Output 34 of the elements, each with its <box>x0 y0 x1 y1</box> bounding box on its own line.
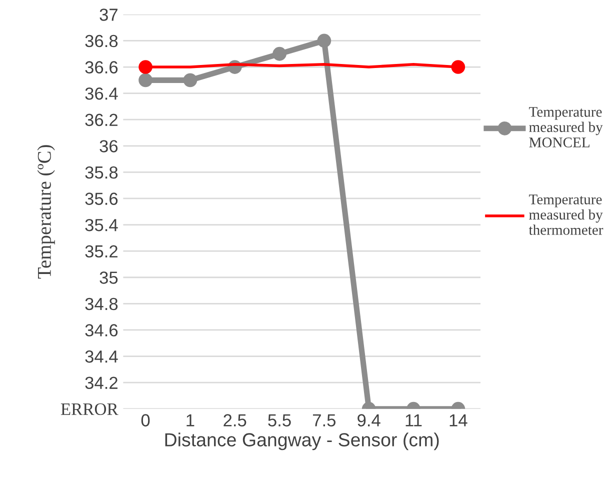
point <box>138 73 152 88</box>
y-axis-title: Temperature (ºC) <box>37 145 55 279</box>
x-tick-label: 9.4 <box>358 414 380 426</box>
y-tick-label: 34.2 <box>85 376 118 390</box>
y-tick-label: 35.6 <box>85 192 118 205</box>
point <box>272 46 286 61</box>
y-tick-label: 36.4 <box>85 87 118 100</box>
y-tick-label: 35.8 <box>85 166 118 179</box>
y-tick-label: 35 <box>100 272 118 284</box>
y-tick-label: 34.6 <box>85 324 118 336</box>
x-axis-title: Distance Gangway - Sensor (cm) <box>165 432 439 450</box>
x-tick-label: 0 <box>141 414 150 426</box>
x-tick-label: 11 <box>406 414 422 426</box>
x-tick-label: 2.5 <box>224 414 246 426</box>
y-tick-label: 35.2 <box>85 245 118 258</box>
x-tick-label: 14 <box>450 414 468 426</box>
x-tick-label: 7.5 <box>312 414 336 426</box>
y-tick-label: 36.8 <box>85 34 118 48</box>
point <box>451 60 466 74</box>
x-tick-label: 1 <box>186 414 194 426</box>
legend-label: Temperature measured by MONCEL <box>529 107 603 148</box>
y-tick-label: 35.4 <box>85 218 118 232</box>
x-tick-label: 5.5 <box>268 414 291 426</box>
point <box>138 60 152 74</box>
y-tick-label: 34.4 <box>85 350 118 363</box>
point <box>317 34 332 48</box>
y-tick-label: 36.2 <box>85 114 118 126</box>
point <box>183 73 198 88</box>
y-tick-label: ERROR <box>60 403 118 416</box>
y-tick-label: 34.8 <box>85 298 118 310</box>
legend-label: Temperature measured by thermometer <box>528 194 604 235</box>
y-tick-label: 36.6 <box>85 61 118 74</box>
y-tick-label: 36 <box>100 140 118 152</box>
y-tick-label: 37 <box>100 8 118 21</box>
